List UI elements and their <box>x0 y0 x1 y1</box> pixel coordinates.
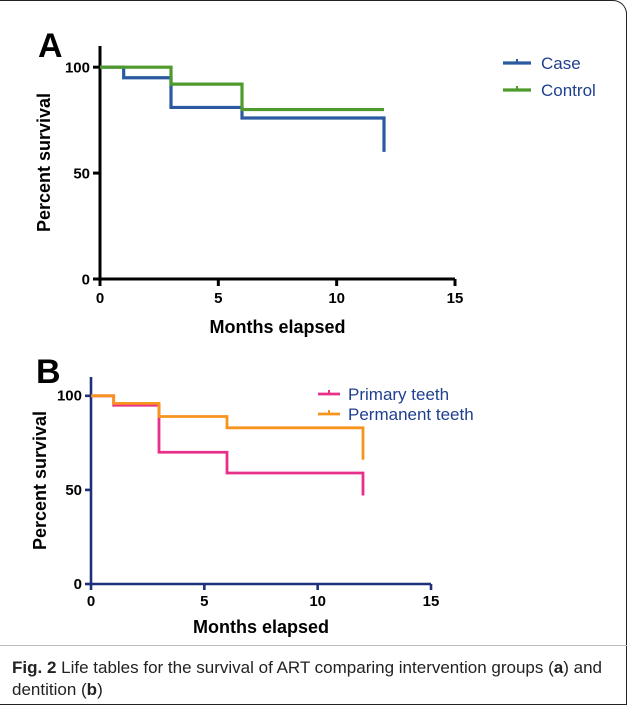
panel-a-series-line-control <box>100 65 384 112</box>
panel-b-y-tick-label: 100 <box>57 388 82 405</box>
panel-a-letter: A <box>38 27 63 65</box>
panel-a-y-axis-title: Percent survival <box>34 93 54 232</box>
panel-b-x-tick-label: 0 <box>87 593 95 610</box>
panel-a-legend-label: Case <box>541 54 581 73</box>
panel-a-legend-label: Control <box>541 81 596 100</box>
panel-a-y-tick-label: 0 <box>82 271 90 288</box>
panel-a-x-tick-label: 0 <box>96 290 104 307</box>
panel-b-legend-item: Permanent teeth <box>318 405 474 424</box>
caption-letter-b: b <box>86 680 98 699</box>
panel-b-series-line-primary-teeth <box>91 394 365 496</box>
chart-panel-a: A 0 5 10 15 0 50 100 Months elapsed Percent survi… <box>34 27 596 337</box>
panel-b-x-tick-label: 10 <box>309 593 326 610</box>
caption-text-1: Life tables for the survival of ART comp… <box>56 658 554 677</box>
panel-b-legend-item: Primary teeth <box>318 385 449 404</box>
chart-panel-b: B 0 5 10 15 0 50 100 Months elapsed Percent survi… <box>30 353 474 637</box>
panel-b-x-tick-label: 15 <box>423 593 440 610</box>
panel-a-legend-item: Control <box>503 81 596 100</box>
panel-b-legend-label: Primary teeth <box>348 385 449 404</box>
panel-a-x-tick-label: 15 <box>447 290 464 307</box>
panel-b-letter: B <box>36 353 61 391</box>
panel-a-y-tick-label: 50 <box>73 165 90 182</box>
caption-text-3: ) <box>97 680 103 699</box>
panel-b-x-axis-title: Months elapsed <box>193 617 329 637</box>
panel-b-series-line-permanent-teeth <box>91 394 365 460</box>
panel-a-y-tick-label: 100 <box>65 59 90 76</box>
panel-b-y-tick-label: 50 <box>65 482 82 499</box>
caption-figure-label: Fig. 2 <box>12 658 57 677</box>
caption-letter-a: a <box>553 658 564 677</box>
panel-a-x-tick-label: 10 <box>328 290 345 307</box>
panel-a-x-axis-title: Months elapsed <box>209 317 345 337</box>
panel-b-x-tick-label: 5 <box>200 593 208 610</box>
panel-b-y-tick-label: 0 <box>74 576 82 593</box>
caption-divider <box>0 645 627 646</box>
panel-a-series-line-case <box>100 65 386 152</box>
caption-text-2: ) and dentition ( <box>12 658 602 699</box>
panel-b-legend-label: Permanent teeth <box>348 405 474 424</box>
panel-b-y-axis-title: Percent survival <box>30 411 50 550</box>
panel-a-x-tick-label: 5 <box>214 290 222 307</box>
panel-a-legend-item: Case <box>503 54 581 73</box>
figure-caption: Fig. 2 Life tables for the survival of A… <box>12 657 612 701</box>
